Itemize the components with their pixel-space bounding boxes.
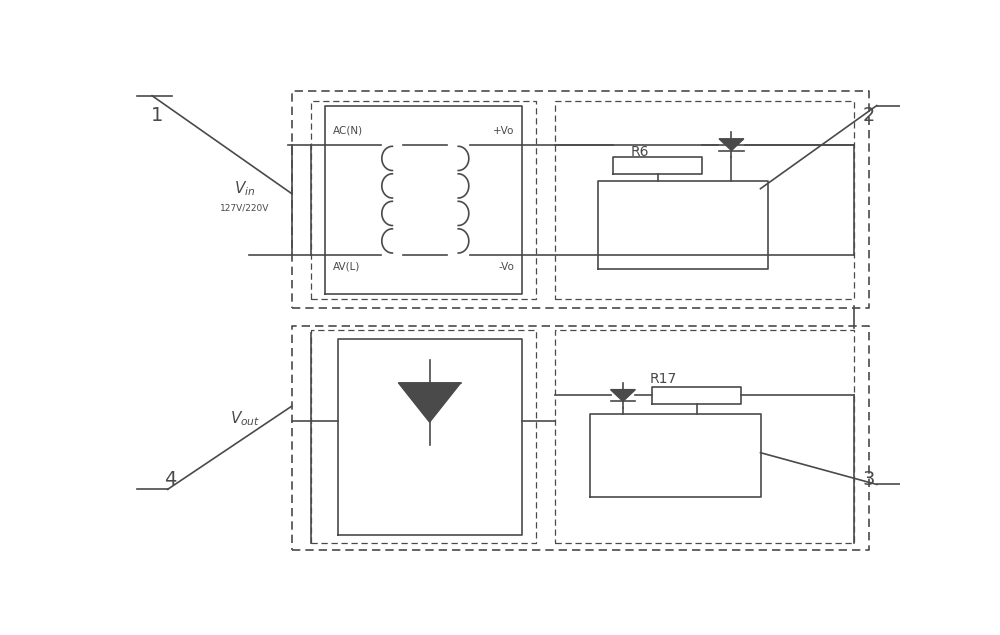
Text: +Vo: +Vo xyxy=(493,126,514,136)
Text: 2: 2 xyxy=(863,106,875,125)
Text: R17: R17 xyxy=(650,372,677,386)
Text: 1: 1 xyxy=(151,106,164,125)
Text: R6: R6 xyxy=(630,145,649,159)
Polygon shape xyxy=(399,383,461,422)
Polygon shape xyxy=(611,390,635,401)
Text: $V_{out}$: $V_{out}$ xyxy=(230,409,260,428)
Text: -Vo: -Vo xyxy=(498,262,514,272)
Text: AC(N): AC(N) xyxy=(333,126,363,136)
Text: $V_{in}$: $V_{in}$ xyxy=(234,179,256,198)
Text: 4: 4 xyxy=(164,470,176,489)
Text: 127V/220V: 127V/220V xyxy=(220,204,270,213)
Text: AV(L): AV(L) xyxy=(333,262,360,272)
Text: 3: 3 xyxy=(863,470,875,489)
Polygon shape xyxy=(719,139,744,150)
